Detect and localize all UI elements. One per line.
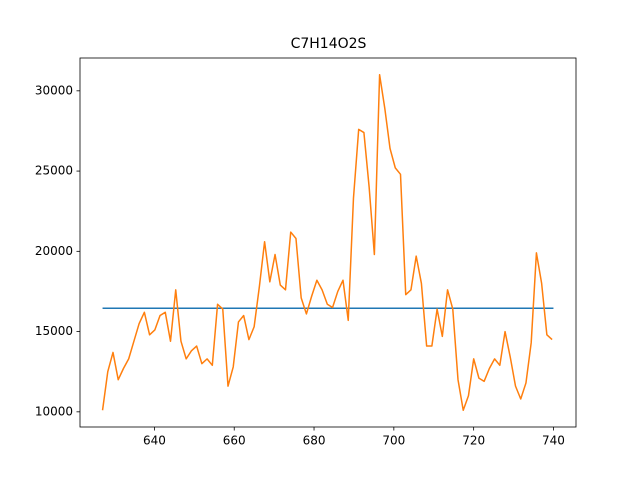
y-tick-label: 20000 (35, 244, 73, 258)
x-tick-label: 640 (143, 434, 166, 448)
x-tick-label: 680 (303, 434, 326, 448)
x-tick-label: 660 (223, 434, 246, 448)
x-tick-label: 740 (542, 434, 565, 448)
y-tick-label: 10000 (35, 404, 73, 418)
y-tick-label: 30000 (35, 83, 73, 97)
data-line (101, 74, 553, 411)
x-tick-label: 720 (462, 434, 485, 448)
y-tick-label: 25000 (35, 164, 73, 178)
x-tick-label: 700 (382, 434, 405, 448)
y-tick-label: 15000 (35, 324, 73, 338)
plot-frame (79, 57, 577, 428)
chart-title: C7H14O2S (291, 36, 367, 52)
